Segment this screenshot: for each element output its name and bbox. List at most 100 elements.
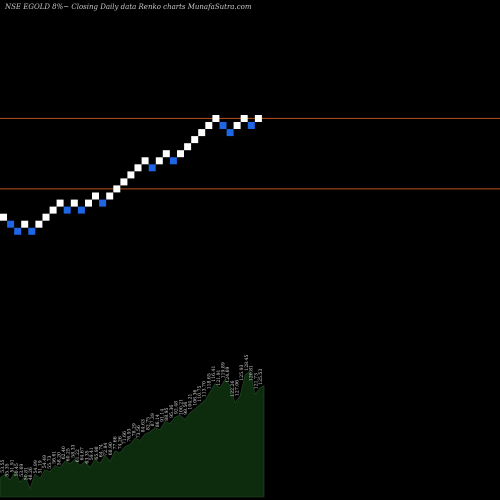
volume-label-45: 116.41 — [211, 366, 217, 382]
volume-label-25: 74.26 — [117, 436, 123, 449]
down-brick-2 — [14, 227, 22, 235]
down-brick-24 — [169, 157, 177, 165]
volume-label-16: 61.22 — [75, 449, 81, 462]
volume-area-layer — [0, 370, 265, 498]
volume-label-21: 64.74 — [99, 444, 105, 457]
up-brick-36 — [254, 115, 262, 122]
volume-label-42: 110.75 — [197, 386, 203, 402]
down-brick-11 — [77, 206, 85, 214]
down-brick-1 — [7, 220, 15, 228]
up-brick-20 — [141, 157, 149, 165]
up-brick-28 — [198, 129, 206, 137]
chart-caption: NSE EGOLD 8%~ Closing Daily data Renko c… — [4, 3, 252, 11]
volume-label-50: 127.06 — [235, 380, 241, 396]
down-brick-35 — [247, 122, 255, 129]
volume-label-31: 82.75 — [145, 417, 151, 430]
volume-label-6: 48.26 — [28, 467, 34, 480]
up-brick-3 — [21, 220, 29, 228]
down-brick-9 — [63, 206, 71, 214]
volume-label-52: 128.45 — [244, 355, 250, 371]
up-brick-27 — [191, 136, 199, 144]
up-brick-29 — [205, 122, 213, 129]
volume-label-29: 73.56 — [136, 425, 142, 438]
volume-label-15: 58.33 — [70, 444, 76, 457]
up-brick-30 — [212, 115, 220, 122]
volume-label-1: 55.35 — [5, 463, 11, 476]
volume-label-3: 50.45 — [14, 463, 20, 476]
volume-label-49: 122.26 — [230, 381, 236, 397]
volume-label-33: 86.14 — [155, 414, 161, 427]
renko-bricks-layer — [0, 115, 262, 235]
volume-area — [0, 370, 265, 498]
up-brick-18 — [127, 171, 135, 179]
volume-label-18: 63.35 — [84, 450, 90, 463]
volume-label-38: 100.21 — [178, 399, 184, 415]
volume-labels-layer: 53.55 55.35 51.91 50.45 53.69 50.81 48.2654.99… — [0, 355, 264, 481]
volume-label-46: 121.91 — [216, 369, 222, 385]
down-brick-31 — [219, 122, 227, 129]
volume-label-14: 60.25 — [66, 448, 72, 461]
volume-label-37: 92.48 — [174, 401, 180, 414]
volume-label-12: 58.20 — [56, 452, 62, 465]
volume-label-27: 76.93 — [127, 428, 133, 441]
volume-label-41: 106.36 — [192, 390, 198, 406]
volume-label-34: 91.14 — [160, 409, 166, 422]
volume-label-2: 51.91 — [9, 459, 15, 472]
volume-label-53: 120.81 — [249, 365, 255, 381]
volume-label-51: 125.93 — [239, 364, 245, 380]
volume-label-47: 119.89 — [221, 362, 227, 378]
volume-label-11: 56.61 — [52, 451, 58, 464]
volume-label-54: 121.73 — [253, 373, 259, 389]
volume-label-17: 64.67 — [80, 447, 86, 460]
down-brick-32 — [226, 129, 234, 137]
volume-label-32: 87.39 — [150, 413, 156, 426]
volume-label-39: 98.56 — [183, 402, 189, 415]
up-brick-5 — [35, 220, 43, 228]
volume-label-35: 88.95 — [164, 407, 170, 420]
volume-label-26: 71.66 — [122, 431, 128, 444]
volume-label-4: 53.69 — [19, 464, 25, 477]
up-brick-8 — [56, 199, 64, 207]
volume-label-40: 104.21 — [188, 393, 194, 409]
volume-label-36: 95.36 — [169, 405, 175, 418]
up-brick-26 — [184, 143, 192, 151]
volume-label-48: 124.69 — [225, 366, 231, 382]
up-brick-12 — [85, 199, 92, 207]
volume-label-22: 72.84 — [103, 443, 109, 456]
up-brick-19 — [134, 164, 142, 172]
volume-label-30: 84.63 — [141, 419, 147, 432]
up-brick-10 — [70, 199, 78, 207]
up-brick-13 — [92, 192, 99, 200]
volume-label-43: 113.70 — [202, 381, 208, 397]
up-brick-22 — [155, 157, 163, 165]
level-lines-layer — [0, 117, 500, 190]
up-brick-16 — [113, 185, 121, 193]
down-brick-4 — [28, 227, 36, 235]
volume-label-20: 65.98 — [94, 446, 100, 459]
volume-label-28: 78.29 — [131, 423, 137, 436]
volume-label-55: 125.53 — [258, 369, 264, 385]
down-brick-14 — [99, 199, 107, 207]
volume-label-10: 55.73 — [47, 455, 53, 468]
up-brick-7 — [49, 206, 57, 214]
volume-label-44: 118.65 — [206, 373, 212, 389]
volume-label-9: 54.49 — [42, 455, 48, 468]
up-brick-0 — [0, 213, 7, 221]
up-brick-34 — [240, 115, 248, 122]
up-brick-23 — [162, 150, 170, 158]
up-brick-6 — [42, 213, 50, 221]
down-brick-21 — [148, 164, 156, 172]
up-brick-17 — [120, 178, 128, 186]
volume-label-0: 53.55 — [0, 459, 6, 472]
volume-label-13: 62.40 — [61, 446, 67, 459]
volume-label-8: 51.19 — [38, 460, 44, 473]
volume-label-7: 54.99 — [33, 460, 39, 473]
up-brick-25 — [177, 150, 184, 158]
up-brick-15 — [106, 192, 114, 200]
volume-label-24: 77.66 — [113, 436, 119, 449]
up-brick-33 — [233, 122, 241, 129]
volume-label-5: 50.81 — [24, 467, 30, 480]
volume-label-19: 59.41 — [89, 447, 95, 460]
volume-label-23: 68.90 — [108, 442, 114, 455]
